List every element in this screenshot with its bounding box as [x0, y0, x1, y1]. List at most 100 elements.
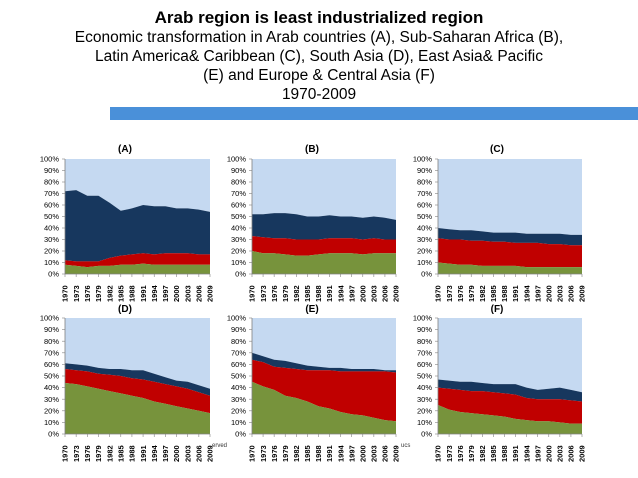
x-tick-label-a: 1991 — [139, 285, 148, 302]
panel-e: 0%10%20%30%40%50%60%70%80%90%100%1970 197… — [227, 304, 401, 462]
x-tick-label-a: 1997 — [161, 285, 170, 302]
panel-f: 0%10%20%30%40%50%60%70%80%90%100%1970 197… — [413, 304, 587, 462]
area-red-a — [65, 253, 210, 268]
x-tick-label-b: 2009 — [392, 285, 401, 302]
x-tick-label-e: 1973 — [259, 445, 268, 462]
x-tick-label-a: 1982 — [105, 285, 114, 302]
panel-d: 0%10%20%30%40%50%60%70%80%90%100%1970 197… — [40, 304, 215, 462]
x-tick-label-e: 1997 — [347, 445, 356, 462]
y-tick-label-a: 50% — [44, 212, 59, 221]
fragment-text-1: erved — [212, 443, 227, 449]
y-tick-label-b: 0% — [235, 270, 246, 279]
y-tick-label-b: 20% — [231, 247, 246, 256]
y-tick-label-c: 100% — [413, 155, 433, 164]
x-tick-label-b: 1997 — [347, 285, 356, 302]
y-tick-label-a: 70% — [44, 189, 59, 198]
area-top-a — [65, 159, 210, 212]
x-tick-label-a: 1988 — [128, 285, 137, 302]
x-tick-label-c: 1988 — [500, 285, 509, 302]
y-tick-label-d: 10% — [44, 418, 59, 427]
x-tick-label-d: 2009 — [206, 445, 215, 462]
y-tick-label-d: 50% — [44, 372, 59, 381]
x-tick-label-b: 1973 — [259, 285, 268, 302]
x-tick-label-b: 2003 — [370, 285, 379, 302]
x-tick-label-c: 2000 — [544, 285, 553, 302]
panel-label-b: (B) — [305, 144, 319, 155]
y-tick-label-d: 20% — [44, 406, 59, 415]
area-dark-f — [438, 379, 582, 402]
x-tick-label-e: 1976 — [270, 445, 279, 462]
y-tick-label-f: 100% — [413, 314, 433, 323]
x-tick-label-f: 1994 — [522, 444, 531, 462]
panel-label-f: (F) — [491, 304, 504, 315]
x-tick-label-c: 1976 — [456, 285, 465, 302]
y-tick-label-b: 10% — [231, 258, 246, 267]
x-tick-label-a: 2000 — [172, 285, 181, 302]
x-tick-label-e: 1988 — [314, 445, 323, 462]
x-tick-label-c: 1982 — [478, 285, 487, 302]
x-tick-label-a: 1985 — [116, 285, 125, 302]
panel-label-c: (C) — [490, 144, 504, 155]
x-tick-label-f: 1982 — [478, 445, 487, 462]
x-tick-label-e: 1982 — [292, 445, 301, 462]
area-dark-b — [252, 213, 396, 240]
x-tick-label-e: 2000 — [358, 445, 367, 462]
area-red-b — [252, 236, 396, 256]
y-tick-label-e: 40% — [231, 383, 246, 392]
x-tick-label-c: 1985 — [489, 285, 498, 302]
x-tick-label-d: 1997 — [161, 445, 170, 462]
y-tick-label-c: 70% — [417, 189, 432, 198]
y-tick-label-d: 40% — [44, 383, 59, 392]
y-tick-label-f: 90% — [417, 325, 432, 334]
y-tick-label-f: 60% — [417, 360, 432, 369]
y-tick-label-c: 60% — [417, 201, 432, 210]
x-tick-label-b: 1979 — [281, 285, 290, 302]
x-tick-label-d: 1988 — [128, 445, 137, 462]
x-tick-label-b: 1991 — [325, 285, 334, 302]
y-tick-label-f: 50% — [417, 372, 432, 381]
x-tick-label-d: 1979 — [94, 445, 103, 462]
panel-label-d: (D) — [118, 304, 132, 315]
y-tick-label-b: 60% — [231, 201, 246, 210]
area-top-c — [438, 159, 582, 235]
x-tick-label-d: 1976 — [83, 445, 92, 462]
x-tick-label-b: 1976 — [270, 285, 279, 302]
y-tick-label-a: 100% — [40, 155, 60, 164]
x-tick-label-f: 1988 — [500, 445, 509, 462]
y-tick-label-a: 40% — [44, 224, 59, 233]
x-tick-label-a: 1970 — [61, 285, 70, 302]
y-tick-label-b: 80% — [231, 178, 246, 187]
y-tick-label-b: 50% — [231, 212, 246, 221]
y-tick-label-b: 30% — [231, 235, 246, 244]
y-tick-label-e: 90% — [231, 325, 246, 334]
x-tick-label-c: 1994 — [522, 284, 531, 302]
y-tick-label-a: 80% — [44, 178, 59, 187]
area-green-e — [252, 381, 396, 434]
y-tick-label-d: 30% — [44, 395, 59, 404]
area-top-e — [252, 318, 396, 371]
x-tick-label-b: 1985 — [303, 285, 312, 302]
y-tick-label-e: 10% — [231, 418, 246, 427]
x-tick-label-a: 2009 — [206, 285, 215, 302]
y-tick-label-f: 20% — [417, 406, 432, 415]
x-tick-label-f: 1991 — [511, 445, 520, 462]
area-top-d — [65, 318, 210, 389]
x-tick-label-e: 1979 — [281, 445, 290, 462]
area-green-b — [252, 251, 396, 274]
x-tick-label-a: 1979 — [94, 285, 103, 302]
area-green-f — [438, 405, 582, 434]
area-red-e — [252, 359, 396, 422]
x-tick-label-a: 1973 — [72, 285, 81, 302]
area-top-f — [438, 318, 582, 393]
y-tick-label-d: 90% — [44, 325, 59, 334]
y-tick-label-e: 100% — [227, 314, 247, 323]
y-tick-label-c: 0% — [421, 270, 432, 279]
area-dark-d — [65, 363, 210, 396]
y-tick-label-e: 0% — [235, 430, 246, 439]
y-tick-label-e: 70% — [231, 348, 246, 357]
x-tick-label-d: 1994 — [150, 444, 159, 462]
panel-b: 0%10%20%30%40%50%60%70%80%90%100%1970 197… — [227, 144, 401, 302]
x-tick-label-c: 1973 — [445, 285, 454, 302]
y-tick-label-d: 60% — [44, 360, 59, 369]
